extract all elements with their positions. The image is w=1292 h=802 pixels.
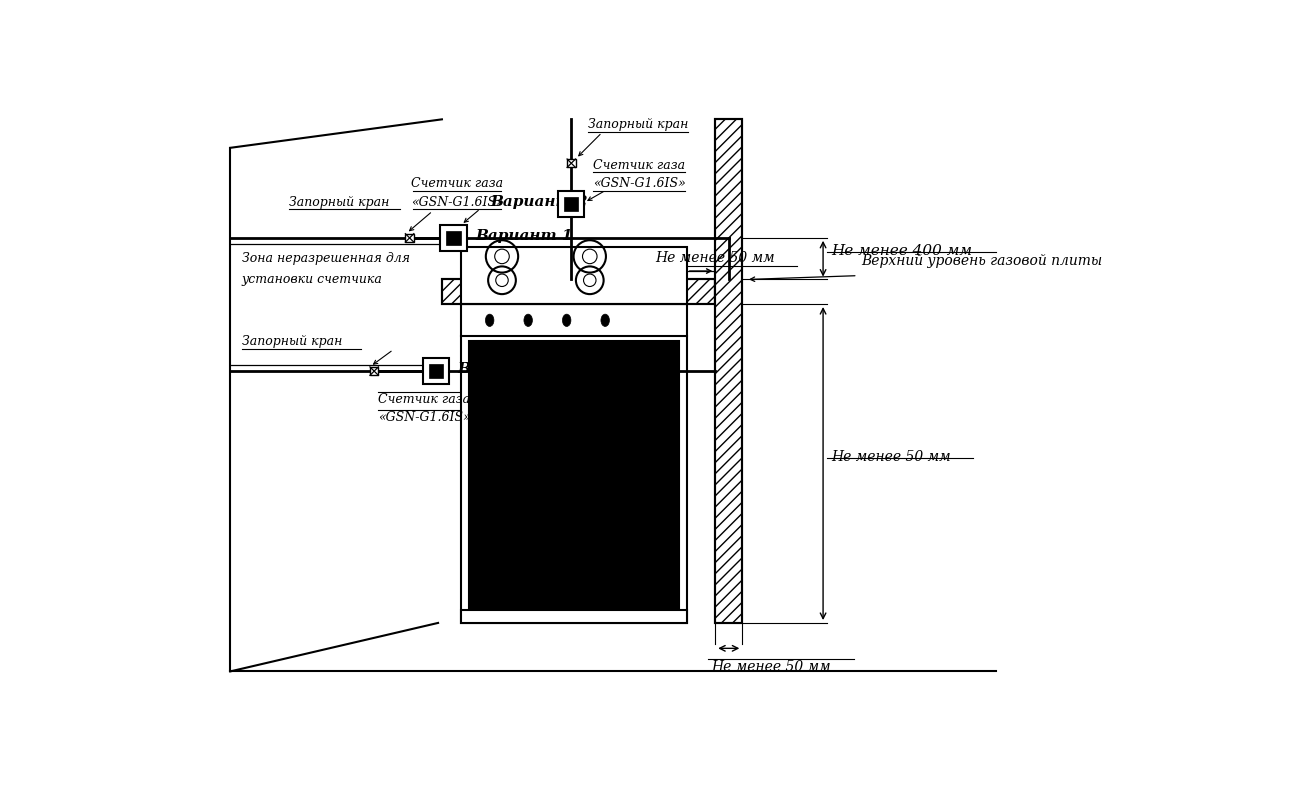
Bar [442, 280, 716, 304]
Bar [446, 231, 461, 245]
Text: «GSN-G1.6IS»: «GSN-G1.6IS» [377, 411, 470, 424]
Text: Вариант 2: Вариант 2 [491, 195, 588, 209]
Bar [716, 119, 742, 623]
Bar [429, 364, 443, 379]
Text: Зона неразрешенная для: Зона неразрешенная для [242, 252, 410, 265]
Ellipse shape [601, 314, 610, 326]
Text: Запорный кран: Запорный кран [242, 335, 342, 348]
Text: Счетчик газа: Счетчик газа [379, 393, 470, 406]
Text: Счетчик газа: Счетчик газа [411, 177, 504, 190]
Text: Вариант 3: Вариант 3 [457, 362, 554, 376]
Bar [716, 119, 742, 623]
Text: Запорный кран: Запорный кран [588, 118, 689, 131]
Bar [461, 610, 687, 623]
Bar [442, 280, 716, 304]
Bar [422, 358, 448, 384]
Text: Запорный кран: Запорный кран [289, 196, 390, 209]
Bar [461, 247, 687, 304]
Bar [469, 341, 680, 610]
Bar [461, 304, 687, 623]
Text: «GSN-G1.6IS»: «GSN-G1.6IS» [411, 196, 504, 209]
Bar [558, 191, 584, 217]
Ellipse shape [562, 314, 571, 326]
Ellipse shape [486, 314, 494, 326]
Text: Верхний уровень газовой плиты: Верхний уровень газовой плиты [862, 254, 1102, 268]
Bar [567, 159, 575, 168]
Text: Вариант 1: Вариант 1 [475, 229, 572, 243]
Bar [370, 367, 379, 375]
Text: Не менее 50 мм: Не менее 50 мм [831, 451, 951, 464]
Ellipse shape [525, 314, 532, 326]
Text: Счетчик газа: Счетчик газа [593, 159, 685, 172]
Text: «GSN-G1.6IS»: «GSN-G1.6IS» [593, 177, 686, 190]
Bar [441, 225, 466, 251]
Text: Не менее 50 мм: Не менее 50 мм [655, 251, 774, 265]
Bar [565, 196, 579, 211]
Text: установки счетчика: установки счетчика [242, 273, 382, 286]
Text: Не менее 50 мм: Не менее 50 мм [712, 660, 831, 674]
Bar [406, 233, 413, 242]
Text: Не менее 400 мм: Не менее 400 мм [831, 244, 972, 258]
